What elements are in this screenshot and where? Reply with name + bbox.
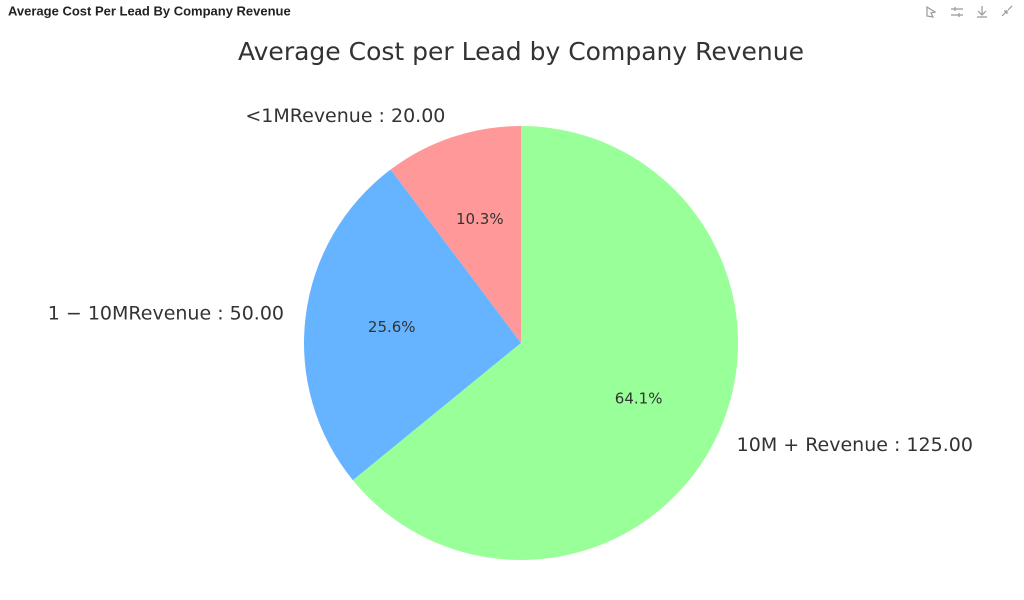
percent-label: 25.6%	[368, 318, 416, 336]
chart-title: Average Cost per Lead by Company Revenue	[238, 37, 804, 66]
slice-label: <1MRevenue : 20.00	[245, 105, 445, 127]
settings-icon[interactable]	[951, 7, 963, 17]
slice-label: 10M + Revenue : 125.00	[737, 434, 973, 456]
slice-label: 1 − 10MRevenue : 50.00	[48, 303, 284, 325]
inspect-icon[interactable]	[926, 5, 937, 18]
pie-slice	[352, 125, 738, 561]
widget-title: Average Cost Per Lead By Company Revenue	[8, 3, 291, 18]
pie-slice	[303, 169, 521, 481]
percent-label: 10.3%	[456, 210, 504, 228]
toolbar	[926, 5, 1013, 18]
percent-label: 64.1%	[615, 389, 663, 407]
collapse-icon[interactable]	[1001, 5, 1013, 17]
download-icon[interactable]	[977, 6, 987, 18]
pie-slice	[390, 126, 521, 343]
